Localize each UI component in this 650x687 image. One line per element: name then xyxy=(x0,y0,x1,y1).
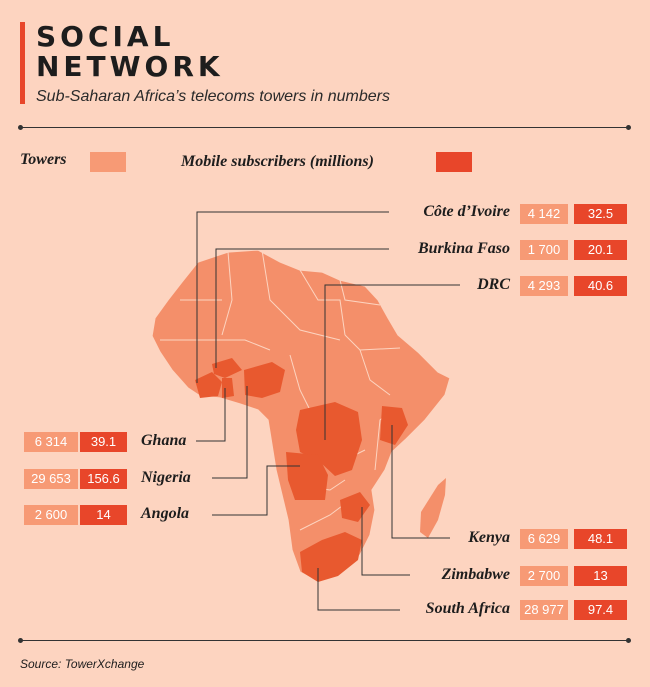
page-title-line2: NETWORK xyxy=(36,50,224,83)
kenya-shape xyxy=(380,406,408,445)
subscribers-south-africa: 97.4 xyxy=(574,600,627,620)
madagascar xyxy=(420,478,446,538)
angola-shape xyxy=(286,452,328,500)
leader-burkina-faso xyxy=(215,248,389,368)
towers-kenya: 6 629 xyxy=(520,529,568,549)
page-subtitle: Sub-Saharan Africa’s telecoms towers in … xyxy=(36,88,390,105)
leader-zimbabwe xyxy=(361,507,410,576)
divider-dot-right xyxy=(626,125,631,130)
leader-cote-divoire xyxy=(196,211,389,383)
country-label-kenya: Kenya xyxy=(468,529,510,546)
legend-subscribers-label: Mobile subscribers (millions) xyxy=(181,153,374,170)
leader-angola xyxy=(212,465,300,516)
page-title-line1: SOCIAL xyxy=(36,20,175,53)
top-divider xyxy=(20,127,629,128)
towers-cote-divoire: 4 142 xyxy=(520,204,568,224)
leader-south-africa xyxy=(317,568,400,611)
leader-nigeria xyxy=(212,386,248,479)
cote-divoire-shape xyxy=(195,372,222,398)
title-accent-bar xyxy=(20,22,25,104)
source-note: Source: TowerXchange xyxy=(20,657,145,671)
divider-dot-right-bottom xyxy=(626,638,631,643)
towers-ghana: 6 314 xyxy=(24,432,78,452)
subscribers-angola: 14 xyxy=(80,505,127,525)
subscribers-nigeria: 156.6 xyxy=(80,469,127,489)
subscribers-ghana: 39.1 xyxy=(80,432,127,452)
country-label-burkina-faso: Burkina Faso xyxy=(417,240,510,257)
towers-angola: 2 600 xyxy=(24,505,78,525)
burkina-faso-shape xyxy=(212,358,242,378)
nigeria-shape xyxy=(244,362,285,398)
towers-south-africa: 28 977 xyxy=(520,600,568,620)
subscribers-zimbabwe: 13 xyxy=(574,566,627,586)
subscribers-drc: 40.6 xyxy=(574,276,627,296)
subscribers-cote-divoire: 32.5 xyxy=(574,204,627,224)
leader-kenya xyxy=(391,425,450,539)
leader-ghana xyxy=(196,388,226,442)
ghana-shape xyxy=(222,378,234,398)
country-label-zimbabwe: Zimbabwe xyxy=(441,566,510,583)
towers-nigeria: 29 653 xyxy=(24,469,78,489)
towers-zimbabwe: 2 700 xyxy=(520,566,568,586)
legend-towers-label: Towers xyxy=(20,151,67,168)
country-label-south-africa: South Africa xyxy=(425,600,510,617)
country-label-ghana: Ghana xyxy=(141,432,187,449)
leader-drc xyxy=(324,284,460,440)
country-label-angola: Angola xyxy=(141,505,190,522)
legend-subscribers-swatch xyxy=(436,152,472,172)
bottom-divider xyxy=(20,640,629,641)
towers-drc: 4 293 xyxy=(520,276,568,296)
subscribers-burkina-faso: 20.1 xyxy=(574,240,627,260)
legend-towers-swatch xyxy=(90,152,126,172)
divider-dot-left-bottom xyxy=(18,638,23,643)
towers-burkina-faso: 1 700 xyxy=(520,240,568,260)
country-label-cote-divoire: Côte d’Ivoire xyxy=(423,203,510,220)
country-label-nigeria: Nigeria xyxy=(141,469,191,486)
divider-dot-left xyxy=(18,125,23,130)
country-label-drc: DRC xyxy=(477,276,510,293)
subscribers-kenya: 48.1 xyxy=(574,529,627,549)
south-africa-shape xyxy=(300,532,362,582)
leader-lines xyxy=(196,211,460,611)
